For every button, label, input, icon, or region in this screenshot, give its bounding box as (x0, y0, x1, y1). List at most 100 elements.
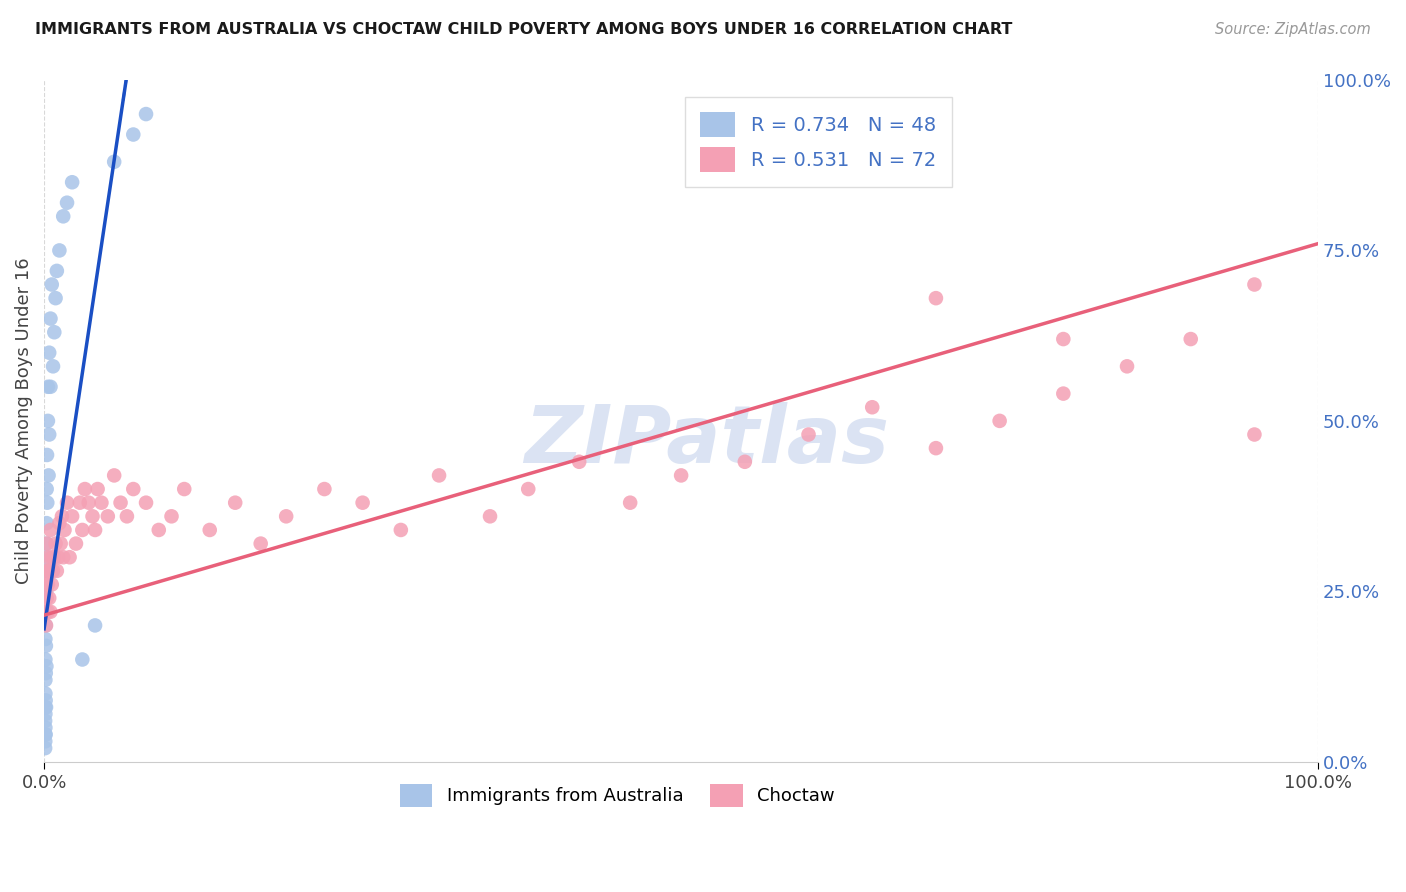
Point (35, 564, 58, 578)
Point (35, 584, 58, 599)
Point (42, 359, 65, 374)
Point (37, 605, 59, 619)
Point (51, 509, 73, 524)
Point (479, 509, 502, 524)
Point (34, 673, 56, 687)
Point (38, 468, 60, 483)
Point (110, 496, 132, 510)
Point (60, 509, 83, 524)
Point (38, 427, 60, 442)
Point (39, 523, 62, 537)
Point (37, 380, 59, 394)
Point (198, 523, 221, 537)
Point (35, 536, 58, 550)
Point (34, 577, 56, 591)
Point (60, 175, 83, 189)
Point (48, 244, 70, 258)
Point (135, 496, 157, 510)
Point (224, 496, 246, 510)
Point (34, 700, 56, 714)
Point (34, 714, 56, 728)
Point (35, 666, 58, 681)
Point (1052, 332, 1074, 346)
Point (122, 482, 145, 496)
Point (160, 509, 183, 524)
Point (90, 496, 112, 510)
Point (34, 734, 56, 748)
Point (86, 482, 108, 496)
Point (34, 652, 56, 666)
Legend: Immigrants from Australia, Choctaw: Immigrants from Australia, Choctaw (392, 776, 842, 814)
Point (103, 468, 125, 483)
Point (82, 509, 104, 524)
Point (39, 311, 62, 326)
Point (35, 591, 58, 606)
Y-axis label: Child Poverty Among Boys Under 16: Child Poverty Among Boys Under 16 (15, 258, 32, 584)
Point (44, 325, 66, 339)
Point (34, 741, 56, 756)
Point (734, 455, 756, 469)
Point (568, 455, 591, 469)
Point (1243, 277, 1265, 292)
Point (45, 291, 67, 305)
Point (352, 496, 374, 510)
Point (35, 536, 58, 550)
Point (249, 536, 271, 550)
Point (39, 564, 62, 578)
Point (72, 523, 94, 537)
Point (35, 550, 58, 565)
Point (84, 523, 107, 537)
Point (39, 605, 62, 619)
Point (35, 564, 58, 578)
Point (1243, 427, 1265, 442)
Point (1180, 332, 1202, 346)
Point (35, 700, 58, 714)
Point (41, 277, 63, 292)
Point (1052, 386, 1074, 401)
Point (925, 291, 948, 305)
Point (276, 509, 298, 524)
Point (48, 516, 70, 530)
Point (517, 482, 540, 496)
Point (56, 496, 79, 510)
Point (41, 577, 63, 591)
Point (115, 509, 138, 524)
Point (46, 550, 69, 565)
Point (35, 482, 58, 496)
Point (389, 523, 412, 537)
Point (77, 496, 100, 510)
Text: Source: ZipAtlas.com: Source: ZipAtlas.com (1215, 22, 1371, 37)
Point (52, 550, 75, 565)
Point (58, 550, 80, 565)
Point (34, 687, 56, 701)
Point (37, 496, 59, 510)
Point (44, 550, 66, 565)
Point (35, 618, 58, 632)
Text: IMMIGRANTS FROM AUSTRALIA VS CHOCTAW CHILD POVERTY AMONG BOYS UNDER 16 CORRELATI: IMMIGRANTS FROM AUSTRALIA VS CHOCTAW CHI… (35, 22, 1012, 37)
Point (65, 536, 87, 550)
Point (797, 427, 820, 442)
Point (148, 523, 170, 537)
Point (34, 721, 56, 735)
Point (34, 632, 56, 646)
Point (45, 564, 67, 578)
Point (53, 523, 76, 537)
Point (34, 605, 56, 619)
Point (619, 496, 641, 510)
Point (173, 482, 195, 496)
Point (988, 414, 1011, 428)
Point (135, 107, 157, 121)
Point (38, 591, 60, 606)
Point (69, 496, 91, 510)
Point (35, 639, 58, 653)
Point (103, 154, 125, 169)
Point (38, 345, 60, 359)
Point (314, 482, 336, 496)
Point (52, 210, 75, 224)
Point (41, 550, 63, 565)
Point (97, 509, 120, 524)
Point (37, 550, 59, 565)
Point (73, 482, 96, 496)
Point (35, 605, 58, 619)
Point (669, 468, 692, 483)
